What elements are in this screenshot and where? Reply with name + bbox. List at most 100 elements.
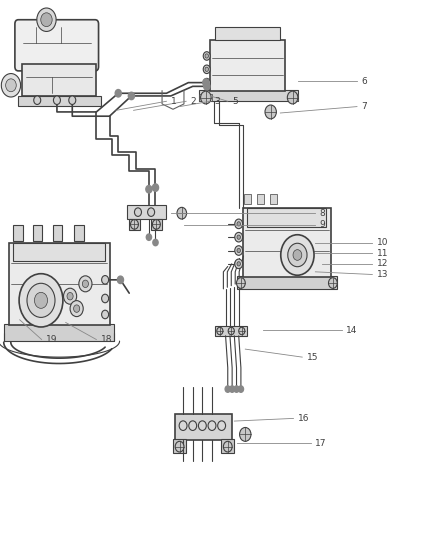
Bar: [289, 94, 298, 101]
Circle shape: [35, 292, 48, 308]
Bar: [199, 94, 212, 101]
Circle shape: [69, 96, 76, 104]
Circle shape: [203, 78, 210, 87]
Circle shape: [235, 219, 243, 229]
Bar: [199, 90, 298, 101]
Circle shape: [134, 208, 141, 216]
Bar: [18, 96, 101, 106]
Circle shape: [205, 80, 208, 85]
Circle shape: [1, 74, 21, 97]
Text: 15: 15: [307, 353, 318, 361]
Bar: [237, 276, 337, 289]
Text: 10: 10: [377, 238, 388, 247]
Text: 17: 17: [315, 439, 327, 448]
Circle shape: [204, 83, 210, 90]
Circle shape: [240, 427, 251, 441]
Circle shape: [37, 8, 56, 31]
Circle shape: [228, 327, 234, 335]
Bar: [4, 324, 114, 341]
Text: 3: 3: [215, 97, 220, 106]
Circle shape: [19, 274, 63, 327]
Circle shape: [223, 441, 232, 452]
Text: 14: 14: [346, 326, 357, 335]
Circle shape: [27, 284, 55, 317]
Bar: [74, 225, 84, 241]
Circle shape: [239, 327, 245, 335]
Circle shape: [203, 65, 210, 74]
Circle shape: [205, 54, 208, 58]
Circle shape: [217, 327, 223, 335]
Circle shape: [225, 386, 230, 392]
Text: 5: 5: [232, 97, 238, 106]
Circle shape: [234, 386, 239, 392]
Bar: [13, 225, 23, 241]
Circle shape: [237, 235, 240, 239]
FancyBboxPatch shape: [15, 20, 99, 71]
Circle shape: [153, 239, 158, 246]
Circle shape: [205, 67, 208, 71]
Circle shape: [189, 421, 197, 431]
Circle shape: [41, 13, 52, 27]
Bar: [215, 27, 280, 40]
Text: 8: 8: [320, 209, 325, 217]
Circle shape: [287, 91, 298, 104]
Circle shape: [53, 96, 60, 104]
Circle shape: [203, 52, 210, 60]
Circle shape: [265, 105, 276, 119]
Bar: [270, 194, 277, 204]
Text: 7: 7: [361, 102, 367, 111]
Circle shape: [208, 421, 216, 431]
Circle shape: [148, 208, 155, 216]
Circle shape: [102, 294, 109, 303]
Circle shape: [237, 248, 240, 253]
Bar: [129, 219, 140, 230]
Circle shape: [238, 386, 244, 392]
Circle shape: [79, 276, 92, 292]
Circle shape: [198, 421, 206, 431]
Circle shape: [237, 278, 245, 288]
Text: 9: 9: [320, 221, 325, 229]
Circle shape: [237, 262, 240, 266]
Circle shape: [201, 91, 211, 104]
Circle shape: [146, 185, 152, 193]
Circle shape: [218, 421, 226, 431]
Text: 19: 19: [46, 335, 57, 344]
Circle shape: [128, 92, 134, 100]
Text: 2: 2: [191, 97, 196, 106]
Bar: [215, 326, 247, 336]
Circle shape: [6, 79, 16, 92]
Circle shape: [131, 220, 138, 229]
Circle shape: [117, 276, 124, 284]
Circle shape: [82, 280, 88, 288]
Circle shape: [235, 259, 243, 269]
Circle shape: [175, 441, 184, 452]
Text: 13: 13: [377, 270, 388, 279]
Circle shape: [102, 310, 109, 319]
Bar: [151, 219, 162, 230]
Circle shape: [70, 301, 83, 317]
Bar: [127, 205, 166, 219]
Circle shape: [177, 207, 187, 219]
Circle shape: [203, 79, 209, 86]
Bar: [244, 194, 251, 204]
Bar: [175, 414, 232, 440]
Circle shape: [288, 243, 307, 266]
Text: 6: 6: [361, 77, 367, 85]
Bar: [210, 40, 285, 91]
Circle shape: [74, 305, 80, 312]
Circle shape: [102, 276, 109, 284]
Bar: [173, 439, 186, 453]
Circle shape: [115, 90, 121, 97]
Circle shape: [235, 246, 243, 255]
Circle shape: [146, 234, 152, 240]
Text: 16: 16: [298, 414, 309, 423]
Bar: [9, 243, 110, 325]
Bar: [33, 225, 42, 241]
Text: 1: 1: [171, 97, 177, 106]
Bar: [13, 243, 105, 261]
Bar: [22, 64, 96, 96]
Text: 18: 18: [101, 335, 112, 344]
Circle shape: [152, 184, 159, 191]
Circle shape: [64, 288, 77, 304]
Circle shape: [237, 222, 240, 226]
